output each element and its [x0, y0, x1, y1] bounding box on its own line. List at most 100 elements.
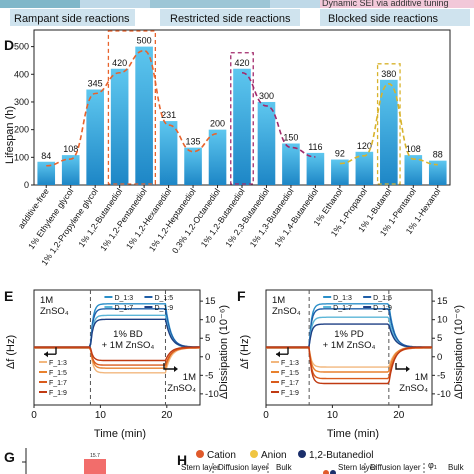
bar [110, 68, 129, 185]
anion-legend-dot [250, 450, 258, 458]
left-axis-arrowhead [276, 351, 280, 358]
banner-right-box [320, 9, 470, 26]
h-right-diffusion: Diffusion layer [370, 463, 421, 472]
bar-value-label: 300 [259, 91, 274, 101]
y-right-tick-label: 5 [437, 333, 442, 344]
bar [86, 89, 104, 185]
x-tick-label: 20 [161, 410, 173, 421]
panel-g-bar [84, 459, 106, 474]
banner-right-label: Blocked side reactions [328, 13, 439, 25]
bar-value-label: 200 [210, 119, 225, 129]
panel-f-letter: F [237, 288, 246, 304]
legend-label: D_1:9 [373, 305, 392, 312]
panel-g-cropped: G 15.7 [4, 448, 106, 474]
h-right-stern: Stern layer [338, 463, 377, 472]
bar-value-label: 380 [381, 69, 396, 79]
y-right-tick-label: -5 [437, 370, 445, 381]
y-right-tick-label: -10 [205, 389, 219, 400]
bar-value-label: 84 [41, 151, 51, 161]
x-tick-label: 10 [327, 410, 339, 421]
panel-e-line-chart: E 0 10 20 15 10 5 0 -5 -10 D_1:3 D_1:5 D_1:7 D_1:9 F_… [4, 288, 230, 440]
panel-d-bar-chart: D Lifespan (h) 010020030040050084additiv… [4, 29, 451, 267]
legend-label: F_1:7 [49, 380, 67, 387]
annotation-center-line1: 1% BD [113, 329, 143, 340]
h-right-bulk: Bulk [448, 463, 465, 472]
banner-left-box [10, 9, 135, 26]
bar-value-label: 108 [406, 144, 421, 154]
y-right-tick-label: 0 [437, 352, 442, 363]
y-right-tick-label: -5 [205, 370, 213, 381]
panel-f-xlabel: Time (min) [327, 428, 379, 440]
bar-value-label: 500 [137, 36, 152, 46]
bar-value-label: 108 [63, 144, 78, 154]
x-tick-label: 1% 1,2-Butanediol [76, 186, 124, 249]
legend-cation: Cation [207, 450, 236, 461]
panel-g-letter: G [4, 449, 15, 465]
panel-f-ylabel-left: Δf (Hz) [239, 335, 251, 369]
annotation-right-line2: ZnSO₄ [399, 383, 428, 394]
bar-value-label: 420 [112, 58, 127, 68]
highlight-box [376, 63, 401, 185]
bar [135, 46, 153, 185]
panel-e-letter: E [4, 288, 13, 304]
panel-f-line-chart: F 0 10 20 15 10 5 0 -5 -10 D_1:3 D_1:5 D_1:7 D_1:9 F_… [237, 288, 465, 440]
y-right-tick-label: 10 [437, 315, 448, 326]
panel-d-ylabel: Lifespan (h) [4, 106, 16, 164]
bar [159, 121, 178, 185]
panel-e-plot-area: 0 10 20 15 10 5 0 -5 -10 D_1:3 D_1:5 D_1:7 D_1:9 F_1:… [31, 289, 219, 421]
panel-e-ylabel-right: ΔDissipation (10⁻⁶) [218, 305, 230, 399]
x-tick-label: 0 [263, 410, 269, 421]
bar-value-label: 120 [357, 141, 372, 151]
bar [428, 160, 447, 185]
annotation-left-line2: ZnSO₄ [40, 306, 69, 317]
panel-e-xlabel: Time (min) [94, 428, 146, 440]
y-right-tick-label: 15 [205, 296, 216, 307]
bar-value-label: 135 [186, 137, 201, 147]
y-right-tick-label: 10 [205, 315, 216, 326]
banner-top-right-label: Dynamic SEI via additive tuning [322, 0, 449, 8]
h-left-bulk: Bulk [276, 463, 293, 472]
h-left-stern: Stern layer [181, 463, 220, 472]
bar-value-label: 345 [88, 79, 103, 89]
panel-g-bar-label: 15.7 [90, 453, 100, 459]
bar-value-label: 420 [234, 58, 249, 68]
legend-label: F_1:9 [49, 390, 67, 397]
legend-label: D_1:7 [114, 305, 133, 312]
bar [380, 79, 398, 185]
panel-d-letter: D [4, 37, 14, 53]
panel-f-plot-area: 0 10 20 15 10 5 0 -5 -10 D_1:3 D_1:5 D_1:7 D_1:9 F_1:… [263, 289, 451, 421]
bar [282, 143, 300, 185]
y-tick-label: 200 [14, 125, 29, 135]
bar [61, 155, 80, 185]
top-banner: Dynamic SEI via additive tuning Rampant … [0, 0, 474, 28]
bar-value-label: 150 [283, 132, 298, 142]
banner-image-left [0, 0, 80, 8]
legend-label: D_1:3 [333, 295, 352, 302]
right-axis-arrow [395, 363, 408, 370]
bar [37, 161, 56, 185]
bar-value-label: 92 [335, 149, 345, 159]
x-tick-label: 1% 1,2-Butanediol [199, 186, 247, 249]
legend-label: F_1:7 [281, 380, 299, 387]
bar-value-label: 116 [308, 142, 322, 152]
y-right-tick-label: 5 [205, 333, 210, 344]
annotation-right-line1: 1M [183, 372, 196, 383]
bar-value-label: 88 [433, 150, 443, 160]
x-tick-label: 1% 1,4-Butanediol [272, 186, 320, 249]
y-tick-label: 300 [14, 97, 29, 107]
legend-label: D_1:5 [154, 295, 173, 302]
h-right-phi: φ₁ [428, 460, 437, 470]
y-right-tick-label: 0 [205, 352, 210, 363]
banner-left-label: Rampant side reactions [14, 13, 130, 25]
x-tick-label: 1% 2,3-Butanediol [223, 186, 271, 249]
panel-h-cropped: H Cation Anion 1,2-Butanediol Stern laye… [177, 450, 465, 474]
panel-h-letter: H [177, 452, 187, 468]
bar [355, 151, 374, 185]
annotation-right-line1: 1M [415, 372, 428, 383]
x-tick-label: 0 [31, 410, 37, 421]
banner-mid-label: Restricted side reactions [170, 13, 291, 25]
legend-label: D_1:3 [114, 295, 133, 302]
x-tick-label: 1% 1,3-Butanediol [248, 186, 296, 249]
highlight-box [230, 52, 254, 185]
